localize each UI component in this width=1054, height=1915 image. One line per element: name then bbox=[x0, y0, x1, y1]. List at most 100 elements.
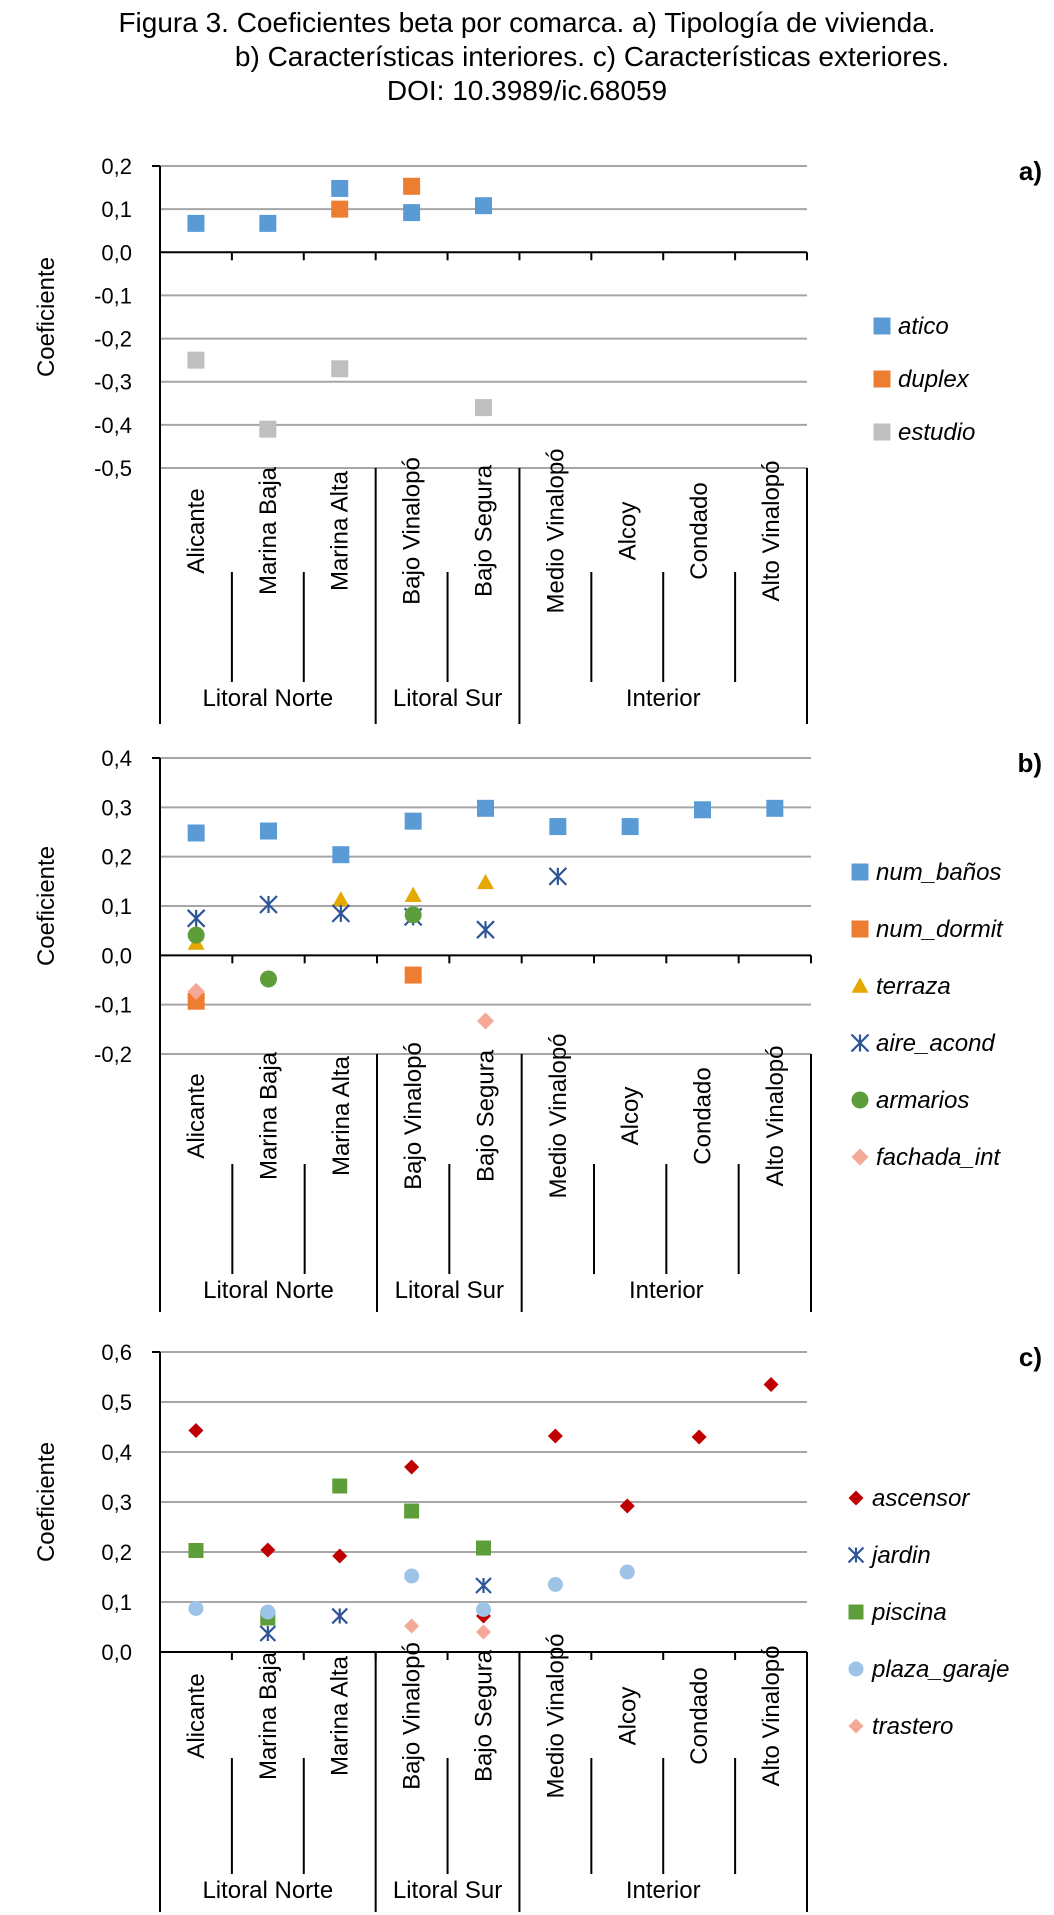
category-label-alicante: Alicante bbox=[183, 1673, 210, 1758]
point-estudio-marina-baja bbox=[259, 420, 277, 438]
point-piscina-bajo-vinalopo bbox=[404, 1503, 420, 1519]
chart-panel-c: 0,6 0,5 0,4 0,3 0,2 0,1 0,0 Coeficiente c) Alican… bbox=[0, 1318, 1054, 1915]
point-plaza-garaje-medio-vinalopo bbox=[547, 1577, 563, 1592]
legend-label-duplex: duplex bbox=[898, 366, 970, 393]
category-label-alto-vinalopo: Alto Vinalopó bbox=[758, 1646, 785, 1787]
point-ascensor-alto-vinalopo bbox=[763, 1377, 779, 1392]
y-tick-label: -0,2 bbox=[94, 1042, 132, 1067]
point-trastero-bajo-segura bbox=[476, 1624, 491, 1640]
y-tick-label: 0,3 bbox=[101, 795, 132, 820]
series-estudio bbox=[187, 351, 492, 438]
y-tick-label: 0,5 bbox=[101, 1390, 132, 1415]
point-piscina-marina-alta bbox=[332, 1478, 348, 1494]
category-label-bajo-segura: Bajo Segura bbox=[471, 1649, 498, 1782]
legend-marker-aire-acond bbox=[850, 1033, 870, 1053]
point-estudio-bajo-segura bbox=[475, 399, 492, 417]
category-label-alto-vinalopo: Alto Vinalopó bbox=[758, 461, 785, 602]
legend-label-armarios: armarios bbox=[876, 1087, 969, 1114]
y-axis-ticks-c: 0,6 0,5 0,4 0,3 0,2 0,1 0,0 bbox=[101, 1340, 132, 1665]
series-atico bbox=[187, 179, 492, 232]
point-aire-acond-bajo-segura bbox=[476, 920, 495, 939]
chart-panel-a: 0,2 0,1 0,0 -0,1 -0,2 -0,3 -0,4 -0,5 Coeficiente… bbox=[0, 136, 1054, 728]
point-aire-acond-marina-baja bbox=[259, 895, 278, 914]
legend-label-fachada-int: fachada_int bbox=[876, 1144, 1001, 1171]
category-label-marina-baja: Marina Baja bbox=[256, 1051, 283, 1180]
legend-a: atico duplex estudio bbox=[873, 313, 975, 446]
point-atico-marina-alta bbox=[331, 179, 349, 197]
legend-marker-terraza bbox=[851, 977, 869, 993]
group-label-litoral-norte: Litoral Norte bbox=[202, 1877, 333, 1904]
category-label-alcoy: Alcoy bbox=[617, 1087, 644, 1146]
panel-label-c: c) bbox=[1019, 1342, 1042, 1372]
point-num-banos-condado bbox=[694, 801, 711, 819]
point-ascensor-alicante bbox=[188, 1423, 204, 1438]
y-tick-label: 0,4 bbox=[101, 1440, 132, 1465]
y-tick-label: 0,1 bbox=[101, 894, 132, 919]
point-estudio-marina-alta bbox=[331, 360, 349, 378]
legend-marker-num-dormit bbox=[851, 920, 869, 938]
point-ascensor-bajo-vinalopo bbox=[404, 1459, 420, 1475]
group-label-interior: Interior bbox=[629, 1277, 704, 1304]
y-tick-label: 0,0 bbox=[101, 240, 132, 265]
series-fachada-int bbox=[187, 982, 494, 1030]
y-tick-label: 0,0 bbox=[101, 943, 132, 968]
legend-label-estudio: estudio bbox=[898, 419, 975, 446]
point-plaza-garaje-alicante bbox=[188, 1601, 204, 1616]
y-tick-label: 0,3 bbox=[101, 1490, 132, 1515]
point-ascensor-marina-baja bbox=[260, 1542, 276, 1558]
y-tick-label: -0,1 bbox=[94, 993, 132, 1018]
point-duplex-bajo-vinalopo bbox=[403, 177, 421, 195]
point-aire-acond-marina-alta bbox=[331, 904, 351, 923]
y-tick-label: -0,1 bbox=[94, 283, 132, 308]
group-label-litoral-norte: Litoral Norte bbox=[202, 685, 333, 712]
legend-label-plaza-garaje: plaza_garaje bbox=[871, 1656, 1009, 1683]
point-ascensor-marina-alta bbox=[332, 1548, 348, 1564]
point-num-banos-alcoy bbox=[621, 818, 639, 836]
point-atico-bajo-vinalopo bbox=[403, 204, 421, 222]
y-tick-label: 0,6 bbox=[101, 1340, 132, 1365]
y-tick-label: 0,2 bbox=[101, 845, 132, 870]
category-label-marina-baja: Marina Baja bbox=[255, 1651, 282, 1780]
category-axis-a: Alicante Marina Baja Marina Alta Bajo Vinal… bbox=[159, 448, 808, 724]
category-label-alcoy: Alcoy bbox=[614, 1687, 641, 1746]
point-jardin-marina-alta bbox=[331, 1607, 349, 1625]
chart-c: 0,6 0,5 0,4 0,3 0,2 0,1 0,0 Coeficiente c) Alican… bbox=[33, 1340, 1042, 1912]
y-axis-ticks-a: 0,2 0,1 0,0 -0,1 -0,2 -0,3 -0,4 -0,5 bbox=[94, 154, 132, 481]
y-axis-label-b: Coeficiente bbox=[33, 846, 60, 966]
category-label-condado: Condado bbox=[686, 482, 713, 579]
legend-label-ascensor: ascensor bbox=[872, 1485, 970, 1512]
series-trastero bbox=[404, 1618, 491, 1640]
legend-marker-piscina bbox=[848, 1604, 864, 1620]
point-terraza-marina-alta bbox=[332, 891, 350, 907]
series-armarios bbox=[187, 906, 422, 988]
y-axis-ticks-b: 0,4 0,3 0,2 0,1 0,0 -0,1 -0,2 bbox=[94, 746, 132, 1067]
y-tick-label: 0,4 bbox=[101, 746, 132, 771]
point-duplex-marina-alta bbox=[331, 200, 349, 218]
series-jardin bbox=[259, 1577, 492, 1642]
category-label-bajo-segura: Bajo Segura bbox=[471, 464, 498, 597]
legend-marker-estudio bbox=[873, 423, 891, 441]
point-aire-acond-medio-vinalopo bbox=[548, 867, 568, 886]
category-label-alicante: Alicante bbox=[183, 488, 210, 573]
legend-marker-duplex bbox=[873, 370, 891, 388]
point-atico-alicante bbox=[187, 214, 205, 232]
point-jardin-marina-baja bbox=[259, 1625, 277, 1642]
chart-a: 0,2 0,1 0,0 -0,1 -0,2 -0,3 -0,4 -0,5 Coeficiente… bbox=[33, 154, 1042, 724]
y-axis-label-c: Coeficiente bbox=[33, 1442, 60, 1562]
figure-title-line-3: DOI: 10.3989/ic.68059 bbox=[386, 75, 668, 106]
point-atico-bajo-segura bbox=[475, 197, 492, 215]
figure-title-line-2: b) Características interiores. c) Caract… bbox=[234, 41, 950, 72]
point-num-banos-marina-baja bbox=[260, 822, 277, 840]
point-num-banos-medio-vinalopo bbox=[549, 818, 567, 836]
point-ascensor-alcoy bbox=[619, 1498, 635, 1514]
category-label-marina-alta: Marina Alta bbox=[328, 1055, 355, 1176]
legend-marker-armarios bbox=[851, 1091, 869, 1109]
legend-label-atico: atico bbox=[898, 313, 949, 340]
category-label-marina-alta: Marina Alta bbox=[327, 470, 354, 591]
chart-b: 0,4 0,3 0,2 0,1 0,0 -0,1 -0,2 Coeficiente b) Alic… bbox=[33, 746, 1042, 1312]
category-label-medio-vinalopo: Medio Vinalopó bbox=[542, 1633, 569, 1798]
panel-label-a: a) bbox=[1019, 156, 1042, 186]
point-num-dormit-bajo-vinalopo bbox=[404, 966, 422, 984]
y-tick-label: 0,1 bbox=[101, 1590, 132, 1615]
